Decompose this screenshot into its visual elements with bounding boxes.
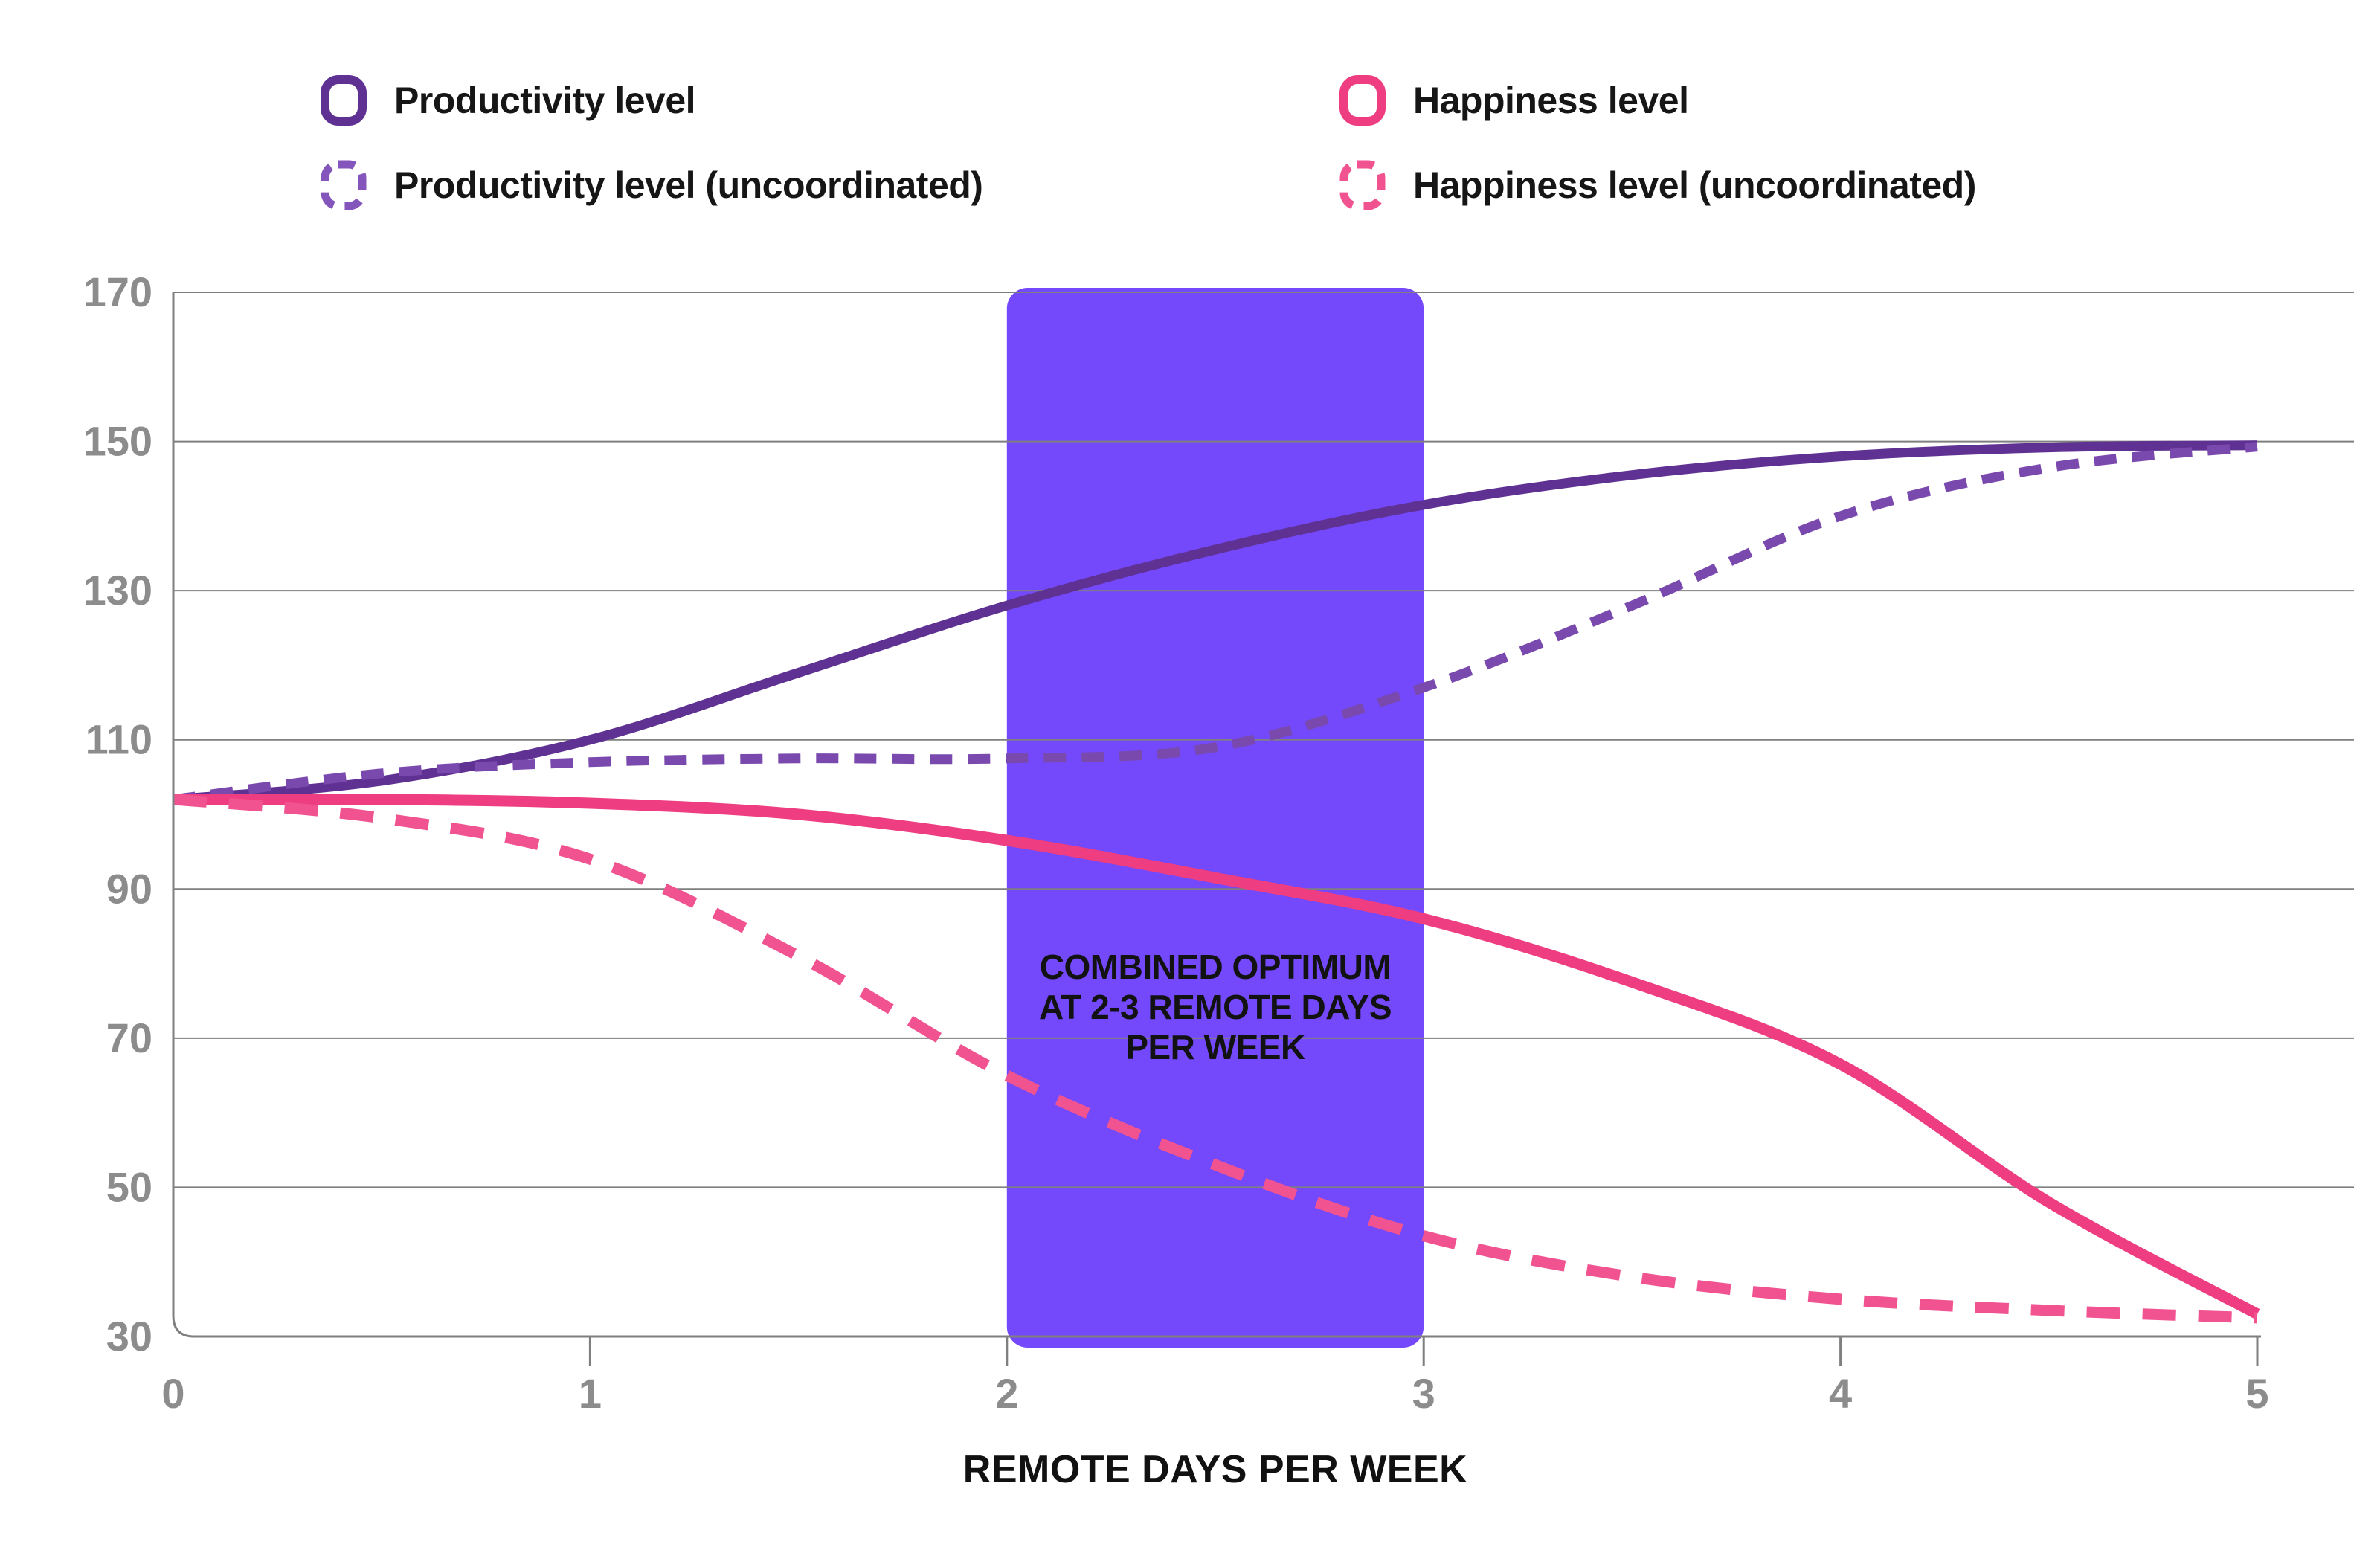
legend-item-happiness: Happiness level (1339, 74, 1689, 126)
x-tick-label: 5 (2245, 1370, 2268, 1417)
x-axis-title: REMOTE DAYS PER WEEK (962, 1448, 1468, 1491)
series-productivity-level-uncoordinated- (173, 442, 2258, 805)
y-tick-label: 50 (106, 1163, 152, 1210)
y-tick-label: 150 (83, 418, 152, 465)
legend-label: Happiness level (1413, 80, 1689, 121)
y-tick-label: 130 (83, 567, 152, 614)
optimum-band (1006, 288, 1424, 1348)
happiness-uncoordinated-dashed-icon (1339, 160, 1386, 210)
y-tick-label: 110 (86, 716, 152, 763)
legend-label: Productivity level (394, 80, 696, 121)
series-happiness-level-uncoordinated- (173, 794, 2258, 1324)
x-tick-label: 4 (1829, 1370, 1852, 1417)
x-tick-label: 3 (1412, 1370, 1435, 1417)
band-label-line: AT 2-3 REMOTE DAYS (1039, 988, 1392, 1026)
band-label-line: COMBINED OPTIMUM (1040, 948, 1391, 986)
x-tick-label: 2 (995, 1370, 1018, 1417)
axis-layer (172, 292, 2261, 1366)
legend-item-productivity: Productivity level (320, 74, 696, 126)
highlight-band-layer (1006, 288, 1424, 1348)
y-tick-label: 90 (106, 865, 152, 912)
band-label-line: PER WEEK (1125, 1028, 1305, 1067)
series-productivity-level (173, 440, 2258, 805)
productivity-uncoordinated-dashed-icon (321, 160, 367, 210)
legend-item-happiness-uncoordinated: Happiness level (uncoordinated) (1339, 159, 1976, 211)
x-tick-label: 0 (161, 1370, 184, 1417)
productivity-line-icon (321, 75, 367, 126)
y-tick-label: 170 (83, 268, 152, 315)
x-tick-label: 1 (579, 1370, 602, 1417)
series-layer (173, 440, 2260, 1324)
series-happiness-level (173, 794, 2260, 1319)
legend-label: Happiness level (uncoordinated) (1413, 164, 1976, 206)
y-tick-label: 30 (106, 1313, 152, 1360)
tick-label-layer: 30 50 70 90 110 130 150 170 0 1 2 3 4 5 (83, 268, 2269, 1417)
happiness-line-icon (1339, 75, 1386, 126)
axis-spine (172, 292, 2261, 1338)
legend-item-productivity-uncoordinated: Productivity level (uncoordinated) (320, 159, 983, 211)
legend-label: Productivity level (uncoordinated) (394, 164, 983, 206)
y-tick-label: 70 (106, 1014, 152, 1061)
